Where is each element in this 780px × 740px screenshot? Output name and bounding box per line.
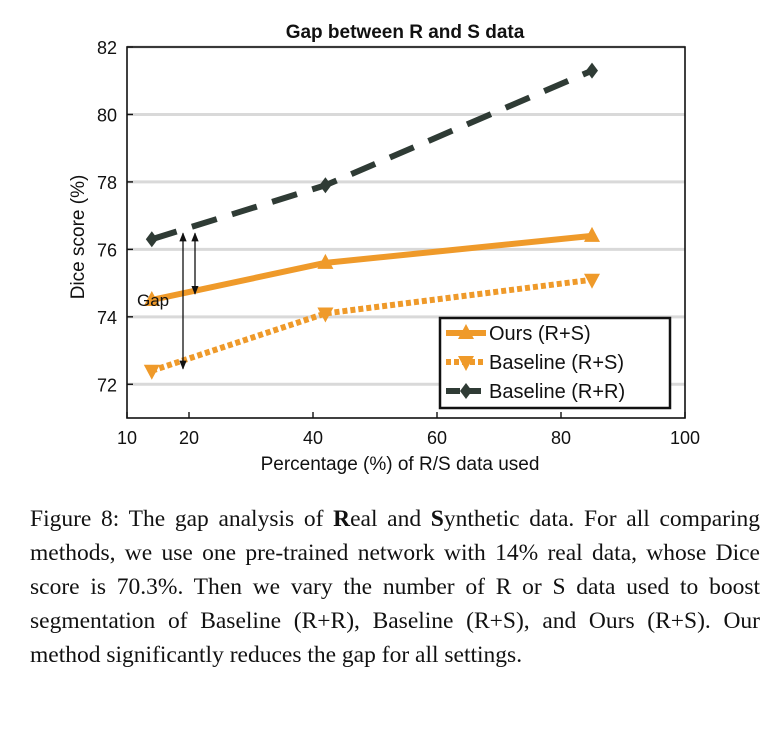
data-point bbox=[319, 177, 332, 194]
legend-label: Baseline (R+S) bbox=[489, 352, 624, 374]
x-tick-label: 20 bbox=[179, 428, 199, 448]
data-point bbox=[584, 226, 600, 242]
x-tick-label: 60 bbox=[427, 428, 447, 448]
series-group bbox=[143, 226, 600, 306]
x-tick-label: 100 bbox=[670, 428, 700, 448]
data-point bbox=[143, 290, 160, 306]
y-axis-label: Dice score (%) bbox=[68, 175, 89, 300]
figure-caption: Figure 8: The gap analysis of Real and S… bbox=[30, 502, 760, 672]
x-tick-label: 80 bbox=[551, 428, 571, 448]
y-tick-label: 76 bbox=[97, 240, 117, 260]
x-tick-label: 40 bbox=[303, 428, 323, 448]
legend-swatch-marker bbox=[458, 356, 474, 371]
x-axis-label: Percentage (%) of R/S data used bbox=[261, 454, 540, 475]
series-layer bbox=[143, 62, 600, 380]
series-line bbox=[150, 67, 594, 243]
series-group bbox=[145, 62, 598, 248]
legend: Ours (R+S) Baseline (R+S) Baseline (R+R) bbox=[438, 316, 672, 410]
caption-bold-s: S bbox=[430, 506, 444, 532]
data-point bbox=[145, 231, 158, 248]
chart-title: Gap between R and S data bbox=[286, 22, 525, 43]
x-tick-label: 10 bbox=[117, 428, 137, 448]
y-tick-label: 74 bbox=[97, 308, 117, 328]
y-tick-label: 78 bbox=[97, 173, 117, 193]
caption-prefix: Figure 8: The gap analysis of bbox=[30, 506, 334, 532]
data-point bbox=[317, 253, 334, 269]
caption-rest: ynthetic data. For all comparing methods… bbox=[30, 506, 760, 668]
caption-mid: eal and bbox=[350, 506, 431, 532]
data-point bbox=[143, 364, 160, 380]
series-line bbox=[150, 276, 593, 374]
y-tick-label: 72 bbox=[97, 375, 117, 395]
legend-swatch-marker bbox=[458, 324, 474, 339]
series-group bbox=[143, 273, 600, 380]
y-tick-label: 82 bbox=[97, 38, 117, 58]
legend-label: Ours (R+S) bbox=[489, 323, 591, 345]
caption-bold-r: R bbox=[333, 506, 351, 532]
plot-frame bbox=[126, 46, 686, 419]
gap-annotation: Gap bbox=[137, 232, 199, 370]
gap-chart: Gap between R and S data 10 20 40 60 80 100 7… bbox=[68, 22, 700, 475]
gap-label: Gap bbox=[137, 291, 169, 310]
legend-label: Baseline (R+R) bbox=[489, 381, 625, 403]
y-axis-ticks: 72 74 76 78 80 82 bbox=[97, 38, 133, 395]
y-tick-label: 80 bbox=[97, 105, 117, 125]
data-point bbox=[317, 307, 334, 323]
data-point bbox=[586, 62, 598, 79]
x-axis-ticks: 10 20 40 60 80 100 bbox=[117, 412, 700, 448]
data-point bbox=[584, 273, 600, 289]
legend-swatch-marker bbox=[460, 383, 472, 399]
